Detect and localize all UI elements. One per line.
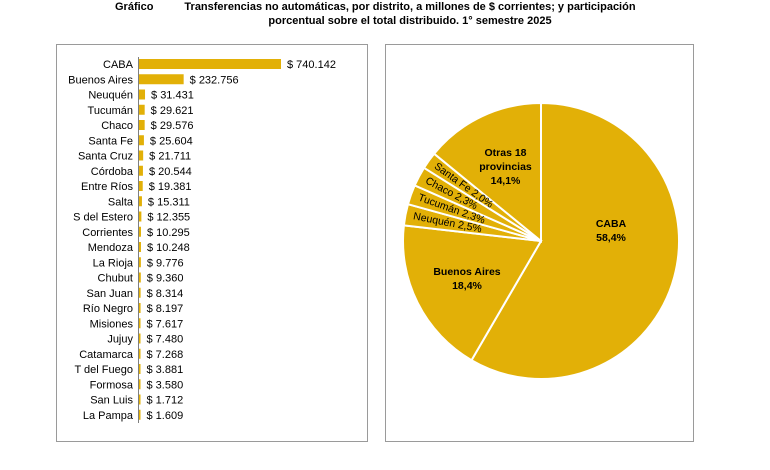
bar	[139, 59, 281, 69]
pie-chart-panel: CABA 58,4% Buenos Aires 18,4% Neuquén 2,5% Tu…	[385, 44, 694, 442]
bar	[139, 379, 141, 390]
bar-category-label: CABA	[103, 59, 134, 71]
bar-category-label: Jujuy	[107, 334, 133, 346]
chart-title-line2: porcentual sobre el total distribuido. 1…	[268, 15, 552, 27]
bar-value-label: $ 29.576	[151, 120, 194, 132]
bar-category-label: La Rioja	[93, 257, 134, 269]
bar-category-label: Río Negro	[83, 303, 133, 315]
chart-title-line1: Transferencias no automáticas, por distr…	[184, 1, 636, 13]
bar	[139, 409, 141, 420]
bar-category-label: Córdoba	[91, 166, 134, 178]
bar-category-label: Chaco	[101, 120, 133, 132]
pie-slice-label: provincias	[479, 161, 532, 173]
bar	[139, 211, 142, 222]
bar-category-label: San Juan	[87, 288, 133, 300]
bar-value-label: $ 10.295	[147, 227, 190, 239]
chart-title-text: Transferencias no automáticas, por distr…	[170, 0, 650, 28]
bar-value-label: $ 7.617	[147, 318, 184, 330]
bar	[139, 364, 141, 374]
bar-value-label: $ 19.381	[149, 181, 192, 193]
pie-slice-label: Otras 18	[484, 147, 526, 159]
bar	[139, 165, 143, 176]
pie-slice	[432, 101, 542, 244]
bar-category-label: T del Fuego	[74, 364, 133, 376]
bar-value-label: $ 740.142	[287, 59, 336, 71]
bar-value-label: $ 9.776	[147, 257, 184, 269]
bar-value-label: $ 29.621	[151, 105, 194, 117]
bar-value-label: $ 31.431	[151, 90, 194, 102]
bar	[139, 104, 145, 115]
bar-category-label: Mendoza	[88, 242, 134, 254]
bar	[139, 394, 141, 405]
bar-category-label: Formosa	[90, 379, 134, 391]
pie-slice	[470, 101, 680, 380]
bar-category-label: Tucumán	[88, 105, 133, 117]
bar-value-label: $ 15.311	[148, 196, 190, 208]
pie-slice-value-label: 14,1%	[491, 175, 521, 187]
bar	[139, 257, 141, 268]
bar-value-label: $ 10.248	[147, 242, 190, 254]
bar-chart: CABA $ 740.142 Buenos Aires $ 232.756 Neuqué…	[68, 57, 336, 423]
bar-value-label: $ 1.609	[147, 410, 184, 422]
bar	[139, 287, 141, 298]
pie-slice-value-label: 18,4%	[452, 280, 482, 292]
bar-value-label: $ 12.355	[147, 212, 190, 224]
bar-value-label: $ 7.480	[147, 334, 184, 346]
bar	[139, 150, 144, 161]
bar-category-label: Corrientes	[82, 227, 133, 239]
bar-category-label: Misiones	[90, 318, 134, 330]
bar-category-label: S del Estero	[73, 212, 133, 224]
bar-value-label: $ 1.712	[147, 395, 184, 407]
bar	[139, 120, 145, 130]
bar-category-label: Catamarca	[79, 349, 134, 361]
pie-slice-label: CABA	[596, 218, 627, 230]
bar-category-label: La Pampa	[83, 410, 134, 422]
bar-category-label: San Luis	[90, 395, 133, 407]
bar-value-label: $ 3.580	[147, 379, 184, 391]
bar	[139, 196, 142, 207]
bar-category-label: Santa Fe	[88, 135, 133, 147]
bar-value-label: $ 20.544	[149, 166, 192, 178]
bar-category-label: Santa Cruz	[78, 151, 133, 163]
bar	[139, 242, 141, 252]
bar	[139, 303, 141, 313]
bar	[139, 181, 143, 191]
bar	[139, 135, 144, 146]
pie-slice-value-label: 58,4%	[596, 232, 626, 244]
bar-value-label: $ 25.604	[150, 135, 193, 147]
bar-category-label: Entre Ríos	[81, 181, 133, 193]
bar	[139, 272, 141, 283]
bar-value-label: $ 8.314	[147, 288, 184, 300]
bar	[139, 348, 141, 359]
bar-category-label: Neuquén	[88, 90, 133, 102]
pie-slice	[402, 224, 543, 362]
bar-value-label: $ 8.197	[147, 303, 184, 315]
bar-value-label: $ 9.360	[147, 273, 184, 285]
pie-slice-label: Buenos Aires	[433, 266, 500, 278]
bar-category-label: Chubut	[98, 273, 133, 285]
bar-category-label: Buenos Aires	[68, 74, 133, 86]
chart-title-label: Gráfico	[115, 1, 154, 13]
bar-chart-panel: CABA $ 740.142 Buenos Aires $ 232.756 Neuqué…	[56, 44, 368, 442]
bar-value-label: $ 232.756	[190, 74, 239, 86]
bar-value-label: $ 7.268	[147, 349, 184, 361]
bar	[139, 333, 141, 344]
bar-value-label: $ 3.881	[147, 364, 184, 376]
bar	[139, 74, 184, 85]
bar	[139, 89, 146, 100]
bar	[139, 318, 141, 329]
bar-category-label: Salta	[108, 196, 134, 208]
bar	[139, 226, 141, 237]
bar-value-label: $ 21.711	[149, 151, 191, 163]
